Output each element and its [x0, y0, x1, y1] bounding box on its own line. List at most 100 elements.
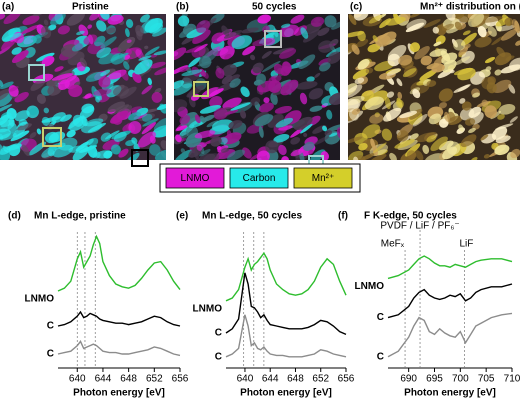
image-blob	[126, 19, 134, 29]
image-blob	[222, 97, 242, 109]
image-blob	[179, 66, 190, 73]
image-blob	[9, 86, 19, 92]
image-blob	[310, 16, 325, 27]
image-blob	[458, 47, 468, 56]
chart-title: Mn L-edge, 50 cycles	[202, 211, 302, 222]
image-blob	[409, 42, 420, 53]
image-blob	[43, 107, 50, 114]
image-blob	[192, 29, 211, 44]
panel-label: (f)	[338, 211, 348, 222]
image-blob	[194, 43, 208, 53]
image-blob	[511, 19, 520, 31]
image-blob	[131, 137, 138, 145]
image-blob	[458, 124, 464, 132]
image-blob	[141, 85, 153, 95]
x-tick-label: 640	[69, 374, 86, 385]
image-blob	[440, 50, 451, 62]
image-blob	[290, 137, 301, 145]
image-blob	[85, 71, 105, 82]
panel-label: (c)	[350, 2, 362, 13]
image-blob	[318, 40, 334, 53]
image-blob	[224, 109, 239, 115]
image-blob	[414, 46, 430, 60]
image-blob	[324, 129, 332, 136]
image-blob	[221, 25, 230, 37]
image-blob	[352, 68, 370, 80]
image-blob	[209, 88, 224, 97]
image-blob	[110, 110, 129, 124]
image-blob	[394, 139, 415, 149]
image-blob	[348, 136, 363, 144]
image-blob	[11, 50, 29, 64]
image-blob	[364, 96, 384, 111]
image-blob	[160, 140, 166, 150]
image-blob	[198, 149, 211, 157]
panel-title: Pristine	[72, 2, 109, 13]
image-blob	[229, 78, 241, 88]
image-blob	[96, 20, 107, 32]
image-blob	[453, 39, 466, 51]
image-blob	[273, 63, 284, 75]
image-blob	[85, 118, 104, 127]
image-blob	[0, 79, 4, 88]
image-blob	[202, 153, 220, 160]
image-blob	[387, 44, 407, 61]
image-blob	[454, 21, 463, 31]
image-blob	[508, 84, 516, 94]
image-blob	[444, 111, 450, 122]
image-blob	[96, 47, 112, 58]
image-blob	[41, 55, 55, 67]
spectrum-line	[225, 251, 347, 302]
image-blob	[484, 56, 496, 64]
image-blob	[277, 144, 287, 156]
image-blob	[231, 35, 253, 50]
image-blob	[152, 27, 166, 37]
roi-box	[28, 64, 45, 81]
image-blob	[41, 146, 57, 158]
image-blob	[119, 86, 137, 99]
image-blob	[149, 144, 161, 156]
image-blob	[491, 36, 504, 46]
image-blob	[402, 68, 417, 78]
image-blob	[123, 61, 130, 70]
image-blob	[303, 141, 315, 152]
series-label: C	[377, 351, 384, 362]
image-blob	[412, 114, 428, 127]
panel-label: (e)	[176, 211, 188, 222]
image-blob	[174, 51, 179, 57]
image-blob	[150, 61, 166, 69]
image-blob	[348, 31, 365, 38]
image-blob	[509, 116, 518, 123]
image-blob	[433, 41, 442, 47]
image-blob	[194, 114, 201, 124]
spectrum-line	[57, 234, 181, 292]
x-tick-label: 690	[400, 374, 417, 385]
image-blob	[412, 89, 421, 99]
image-blob	[156, 103, 166, 110]
image-blob	[327, 51, 340, 64]
image-blob	[306, 76, 315, 83]
image-blob	[125, 28, 130, 38]
image-blob	[396, 130, 409, 142]
image-blob	[153, 117, 166, 132]
image-blob	[270, 92, 278, 105]
image-blob	[0, 92, 13, 107]
image-blob	[385, 16, 406, 26]
image-blob	[22, 15, 40, 26]
image-blob	[461, 101, 472, 111]
image-blob	[399, 110, 418, 119]
x-tick-label: 710	[504, 374, 520, 385]
image-blob	[110, 53, 126, 65]
image-blob	[474, 36, 492, 48]
image-blob	[10, 130, 30, 142]
image-blob	[58, 79, 70, 91]
x-axis-label: Photon energy [eV]	[404, 388, 496, 399]
series-label: LNMO	[193, 303, 223, 314]
image-blob	[198, 55, 212, 69]
x-tick-label: 648	[287, 374, 304, 385]
image-blob	[414, 150, 424, 160]
image-blob	[21, 24, 39, 34]
image-blob	[314, 136, 330, 145]
image-blob	[144, 46, 160, 57]
